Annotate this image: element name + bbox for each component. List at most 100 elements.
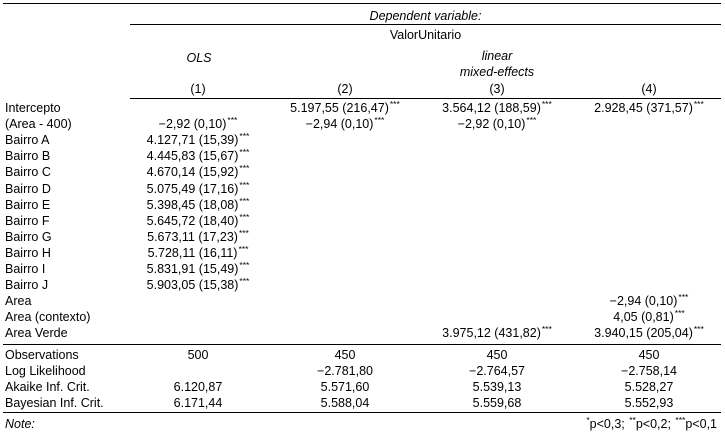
stat-value: −2.764,57: [469, 364, 525, 379]
stat-label: Log Likelihood: [5, 364, 86, 379]
row-label: Bairro B: [5, 149, 51, 164]
stat-value: 5.528,27: [624, 380, 674, 395]
coef-value: 3.940,15 (205,04): [594, 326, 693, 341]
coef-value: 4.445,83 (15,67): [146, 149, 239, 164]
row-label: Bairro D: [5, 181, 51, 196]
row-label: Bairro G: [5, 229, 52, 244]
coef-cell: 4.445,83 (15,67)***: [123, 147, 273, 165]
stat-value: 5.571,60: [320, 380, 370, 395]
row-label: Bairro J: [5, 278, 49, 293]
row-label: Area Verde: [5, 326, 68, 341]
coef-cell: −2,92 (0,10)***: [422, 115, 572, 133]
coef-value: 5.197,55 (216,47): [290, 101, 389, 115]
depvar-name: ValorUnitario: [389, 28, 462, 42]
coef-value: −2,92 (0,10): [158, 117, 227, 132]
significance-stars: ***: [227, 115, 238, 126]
significance-stars: ***: [238, 243, 249, 254]
coef-cell: 5.075,49 (17,16)***: [123, 180, 273, 198]
significance-note: *p<0,3; **p<0,2; ***p<0,1: [585, 415, 717, 433]
stat-label: Akaike Inf. Crit.: [5, 380, 90, 395]
stat-value: −2.781,80: [317, 364, 373, 379]
coef-value: 5.398,45 (18,08): [146, 197, 239, 212]
coef-cell: 5.673,11 (17,23)***: [123, 227, 273, 246]
model-number-rule: [130, 98, 721, 99]
significance-stars: ***: [239, 147, 250, 158]
coef-cell: 3.564,12 (188,59)***: [422, 99, 572, 117]
stat-value: 6.171,44: [173, 396, 223, 411]
significance-stars: ***: [239, 260, 250, 270]
note-threshold: p<0,2;: [635, 417, 675, 431]
coef-value: 5.831,91 (15,49): [146, 262, 239, 276]
stat-value: 5.552,93: [624, 396, 674, 411]
stat-value: 5.588,04: [320, 396, 370, 411]
model-number-2: (2): [337, 82, 353, 96]
significance-stars: ***: [239, 131, 250, 142]
model-number-1: (1): [190, 82, 206, 96]
coef-value: 4.670,14 (15,92): [146, 165, 239, 180]
coef-value: 2.928,45 (371,57): [594, 101, 693, 115]
dependent-variable-header: Dependent variable:: [369, 9, 482, 23]
stat-label: Observations: [5, 348, 79, 362]
coef-cell: 3.975,12 (431,82)***: [422, 324, 572, 342]
method-ols: OLS: [186, 51, 212, 65]
note-stars: ***: [675, 415, 686, 425]
significance-stars: ***: [238, 227, 249, 238]
stat-value: −2.758,14: [621, 364, 677, 379]
significance-stars: ***: [674, 308, 685, 319]
significance-stars: ***: [389, 99, 400, 109]
coef-value: 5.645,72 (18,40): [146, 213, 239, 228]
coef-cell: 4,05 (0,81)***: [574, 308, 724, 326]
model-number-3: (3): [489, 82, 505, 96]
row-label: Bairro I: [5, 262, 46, 276]
stat-value: 450: [334, 348, 356, 362]
method-lme-line2: mixed-effects: [459, 65, 535, 79]
stats-rule: [3, 344, 721, 345]
row-label: Bairro A: [5, 133, 50, 148]
coef-cell: 5.728,11 (16,11)***: [123, 243, 273, 262]
note-label: Note:: [5, 417, 35, 431]
significance-stars: ***: [541, 324, 552, 335]
dependent-variable-rule: [130, 24, 721, 25]
coef-cell: 4.670,14 (15,92)***: [123, 163, 273, 181]
note-threshold: p<0,1: [685, 417, 717, 431]
coef-value: −2,92 (0,10): [457, 117, 526, 132]
row-label: Bairro F: [5, 213, 50, 228]
row-label: Bairro C: [5, 165, 51, 180]
row-label: Intercepto: [5, 101, 61, 115]
significance-stars: ***: [541, 99, 552, 109]
coef-value: −2,94 (0,10): [305, 117, 374, 132]
row-label: Bairro H: [5, 245, 51, 260]
stat-value: 5.539,13: [472, 380, 522, 395]
coef-cell: 4.127,71 (15,39)***: [123, 131, 273, 149]
significance-stars: ***: [239, 195, 250, 206]
coef-value: 3.564,12 (188,59): [442, 101, 541, 115]
significance-stars: ***: [239, 276, 250, 287]
row-label: (Area - 400): [5, 117, 72, 132]
coef-cell: 5.831,91 (15,49)***: [123, 260, 273, 278]
stat-value: 6.120,87: [173, 380, 223, 395]
note-stars: *: [586, 415, 590, 425]
top-rule: [3, 3, 721, 4]
stat-value: 450: [486, 348, 508, 362]
row-label: Area (contexto): [5, 310, 91, 325]
coef-cell: 3.940,15 (205,04)***: [574, 324, 724, 342]
coef-cell: −2,94 (0,10)***: [270, 115, 420, 133]
coef-value: 3.975,12 (431,82): [442, 326, 541, 341]
coef-cell: 5.645,72 (18,40)***: [123, 212, 273, 230]
stat-label: Bayesian Inf. Crit.: [5, 396, 104, 411]
coef-value: 4.127,71 (15,39): [146, 133, 239, 148]
significance-stars: ***: [239, 163, 250, 174]
significance-stars: ***: [526, 115, 537, 126]
significance-stars: ***: [693, 324, 704, 335]
coef-cell: −2,94 (0,10)***: [574, 292, 724, 310]
bottom-rule: [3, 412, 721, 413]
coef-cell: 5.398,45 (18,08)***: [123, 195, 273, 214]
significance-stars: ***: [693, 99, 704, 109]
model-number-4: (4): [641, 82, 657, 96]
row-label: Area: [5, 294, 32, 309]
coef-value: 5.075,49 (17,16): [146, 181, 239, 196]
coef-value: 5.903,05 (15,38): [146, 278, 239, 293]
coef-value: 5.673,11 (17,23): [147, 229, 238, 244]
significance-stars: ***: [678, 292, 689, 303]
coef-cell: −2,92 (0,10)***: [123, 115, 273, 133]
